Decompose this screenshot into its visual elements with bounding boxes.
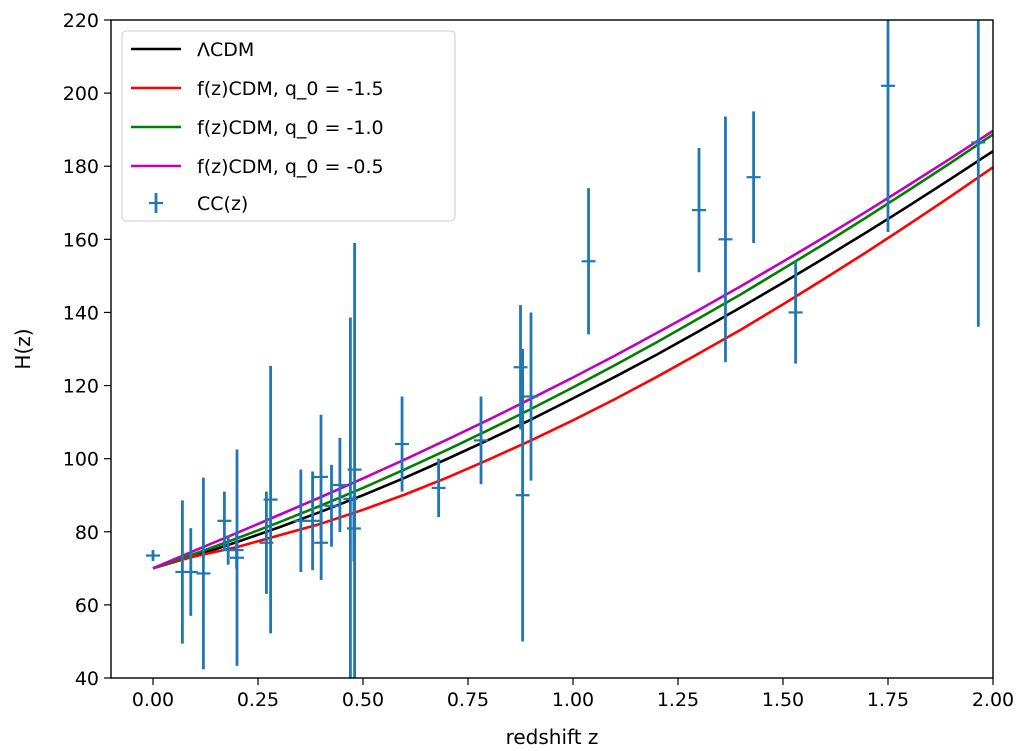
series-line-2 bbox=[152, 133, 993, 570]
x-tick-label: 1.50 bbox=[762, 689, 804, 711]
legend-label-2: f(z)CDM, q_0 = -1.0 bbox=[197, 117, 384, 139]
y-tick-label: 60 bbox=[75, 595, 99, 617]
y-tick-label: 200 bbox=[63, 83, 99, 105]
plot-frame bbox=[110, 19, 994, 679]
y-axis-ticks: 40 60 80 100 120 140 160 180 200 220 bbox=[63, 10, 111, 690]
legend: ΛCDM f(z)CDM, q_0 = -1.5 f(z)CDM, q_0 = -1… bbox=[121, 30, 456, 222]
y-tick-label: 220 bbox=[63, 10, 99, 32]
x-tick-label: 0.50 bbox=[342, 689, 384, 711]
legend-box bbox=[121, 30, 456, 222]
x-axis-ticks: 0.00 0.25 0.50 0.75 1.00 1.25 1.50 1.75 2.00 bbox=[132, 678, 1014, 711]
x-tick-label: 0.25 bbox=[237, 689, 279, 711]
legend-label-1: f(z)CDM, q_0 = -1.5 bbox=[197, 78, 384, 100]
series-line-3 bbox=[152, 129, 993, 570]
series-line-0 bbox=[152, 150, 993, 570]
x-tick-label: 1.00 bbox=[552, 689, 594, 711]
series-line-1 bbox=[152, 166, 993, 570]
series-layer bbox=[152, 129, 993, 570]
x-tick-label: 1.75 bbox=[867, 689, 909, 711]
y-tick-label: 100 bbox=[63, 449, 99, 471]
y-tick-label: 120 bbox=[63, 376, 99, 398]
y-tick-label: 80 bbox=[75, 522, 99, 544]
x-tick-label: 2.00 bbox=[972, 689, 1014, 711]
x-axis-label: redshift z bbox=[506, 725, 599, 749]
y-tick-label: 180 bbox=[63, 156, 99, 178]
legend-label-cc: CC(z) bbox=[197, 193, 248, 215]
legend-label-0: ΛCDM bbox=[197, 39, 254, 61]
x-tick-label: 0.75 bbox=[447, 689, 489, 711]
y-tick-label: 160 bbox=[63, 229, 99, 251]
x-tick-label: 0.00 bbox=[132, 689, 174, 711]
errorbar-layer bbox=[146, 20, 986, 678]
legend-label-3: f(z)CDM, q_0 = -0.5 bbox=[197, 156, 384, 178]
y-tick-label: 140 bbox=[63, 302, 99, 324]
y-axis-label: H(z) bbox=[11, 328, 35, 369]
y-tick-label: 40 bbox=[75, 668, 99, 690]
x-tick-label: 1.25 bbox=[657, 689, 699, 711]
